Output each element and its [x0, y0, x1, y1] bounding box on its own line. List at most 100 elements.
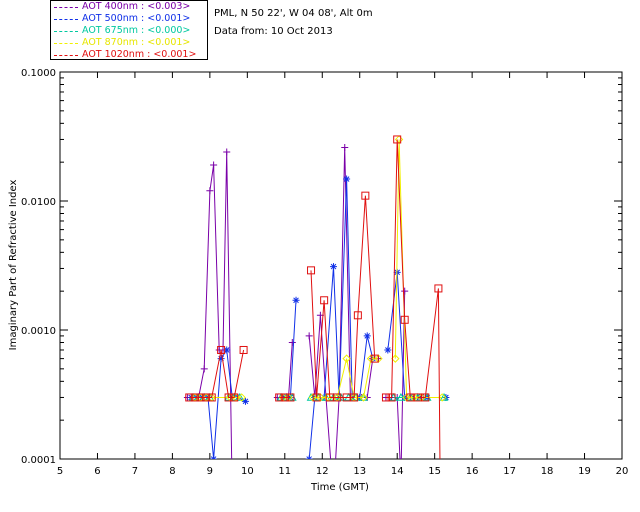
- y-axis-ticks: 0.0001 0.0010 0.0100 0.1000: [21, 68, 622, 466]
- x-tick-label: 18: [541, 466, 554, 477]
- x-tick-label: 16: [466, 466, 479, 477]
- data-point: [200, 365, 208, 373]
- legend-swatch-675nm: [54, 31, 78, 32]
- data-point: [292, 296, 300, 304]
- data-point: [239, 345, 248, 354]
- legend-label-400nm: AOT 400nm : <0.003>: [82, 1, 191, 12]
- data-point: [312, 393, 321, 402]
- data-point: [384, 346, 392, 354]
- data-point: [210, 161, 218, 169]
- series-line: [277, 342, 293, 398]
- data-point: [421, 393, 430, 402]
- data-point: [353, 311, 362, 320]
- series-layer: [183, 135, 450, 459]
- data-point: [396, 392, 406, 401]
- x-tick-label: 9: [207, 466, 213, 477]
- data-point: [305, 332, 313, 340]
- data-point: [342, 354, 351, 363]
- legend-entry-675nm: AOT 675nm : <0.000>: [54, 25, 208, 37]
- data-date: Data from: 10 Oct 2013: [214, 26, 333, 37]
- x-tick-label: 20: [616, 466, 629, 477]
- y-tick-label: 0.0010: [21, 326, 56, 337]
- data-point: [286, 393, 295, 402]
- y-tick-label: 0.0100: [21, 197, 56, 208]
- x-tick-label: 17: [503, 466, 516, 477]
- x-tick-label: 10: [241, 466, 254, 477]
- series-line: [189, 349, 245, 398]
- legend-entry-500nm: AOT 500nm : <0.001>: [54, 13, 208, 25]
- data-point: [387, 393, 396, 402]
- x-tick-label: 5: [57, 466, 63, 477]
- data-point: [275, 393, 284, 402]
- series-1: [187, 175, 450, 459]
- y-tick-label: 0.0001: [21, 455, 56, 466]
- data-point: [330, 263, 338, 271]
- data-point: [202, 393, 211, 402]
- site-location: PML, N 50 22', W 04 08', Alt 0m: [214, 8, 373, 19]
- data-point: [207, 393, 216, 402]
- data-point: [217, 355, 225, 363]
- x-tick-label: 11: [278, 466, 291, 477]
- data-point: [343, 175, 351, 183]
- data-point: [320, 296, 329, 305]
- x-tick-label: 15: [428, 466, 441, 477]
- series-0: [183, 143, 427, 459]
- data-point: [224, 393, 233, 402]
- data-point: [241, 397, 249, 405]
- data-point: [230, 393, 239, 402]
- legend-swatch-400nm: [54, 7, 78, 8]
- legend-entry-870nm: AOT 870nm : <0.001>: [54, 37, 208, 49]
- data-point: [223, 346, 231, 354]
- legend-swatch-500nm: [54, 19, 78, 20]
- legend: AOT 400nm : <0.003> AOT 500nm : <0.001> …: [50, 0, 208, 60]
- data-point: [359, 393, 368, 402]
- legend-entry-1020nm: AOT 1020nm : <0.001>: [54, 49, 208, 61]
- data-point: [280, 393, 289, 402]
- data-point: [370, 354, 379, 363]
- data-point: [307, 266, 316, 275]
- data-point: [381, 393, 390, 402]
- series-line: [187, 151, 233, 459]
- legend-label-500nm: AOT 500nm : <0.001>: [82, 13, 191, 24]
- data-point: [190, 393, 199, 402]
- data-point: [393, 135, 402, 144]
- x-tick-label: 6: [94, 466, 100, 477]
- y-tick-label: 0.1000: [21, 68, 56, 79]
- x-tick-label: 19: [578, 466, 591, 477]
- data-point: [206, 187, 214, 195]
- data-point: [434, 284, 443, 293]
- legend-swatch-870nm: [54, 43, 78, 44]
- data-point: [401, 287, 409, 295]
- x-tick-label: 13: [353, 466, 366, 477]
- data-point: [305, 455, 313, 459]
- data-point: [210, 455, 218, 459]
- data-point: [341, 143, 349, 151]
- x-axis-label: Time (GMT): [310, 482, 369, 493]
- x-tick-label: 7: [132, 466, 138, 477]
- legend-entry-400nm: AOT 400nm : <0.003>: [54, 1, 208, 13]
- plot-frame: [59, 71, 623, 460]
- series-line: [310, 195, 376, 398]
- data-point: [223, 148, 231, 156]
- data-point: [196, 393, 205, 402]
- legend-swatch-1020nm: [54, 55, 78, 56]
- data-point: [361, 191, 370, 200]
- data-point: [237, 393, 246, 402]
- data-point: [333, 393, 342, 402]
- data-point: [391, 354, 400, 363]
- data-point: [185, 393, 194, 402]
- series-line: [386, 291, 406, 459]
- x-tick-label: 14: [391, 466, 404, 477]
- data-point: [400, 315, 409, 324]
- y-axis-label: Imaginary Part of Refractive Index: [8, 180, 19, 351]
- data-point: [363, 332, 371, 340]
- plot-border: [59, 71, 623, 460]
- series-line: [312, 358, 379, 398]
- data-point: [350, 393, 359, 402]
- x-axis-ticks: 5 6 7 8 9 10 11 12 13 14 15 16 17 18 19 20: [57, 72, 629, 477]
- series-line: [284, 300, 297, 398]
- data-point: [288, 339, 296, 347]
- x-tick-label: 8: [169, 466, 175, 477]
- data-point: [217, 345, 226, 354]
